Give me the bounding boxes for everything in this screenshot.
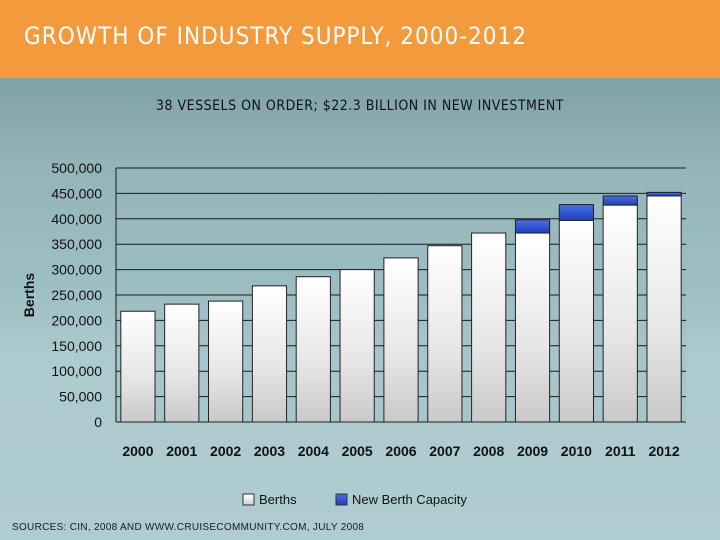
bar-berths bbox=[558, 219, 594, 423]
x-tick-label: 2002 bbox=[210, 443, 241, 459]
x-tick-label: 2005 bbox=[342, 443, 373, 459]
bar-berths bbox=[427, 245, 463, 423]
y-tick-label: 0 bbox=[94, 414, 102, 430]
bar-berths bbox=[383, 257, 419, 423]
x-tick-label: 2008 bbox=[473, 443, 504, 459]
bar-berths bbox=[164, 303, 200, 423]
bar-new-capacity bbox=[646, 191, 682, 197]
x-tick-label: 2012 bbox=[648, 443, 679, 459]
legend-label-new-capacity: New Berth Capacity bbox=[352, 492, 467, 507]
title-banner: GROWTH OF INDUSTRY SUPPLY, 2000-2012 bbox=[0, 0, 720, 78]
x-tick-label: 2009 bbox=[517, 443, 548, 459]
bar-berths bbox=[646, 195, 682, 423]
bar-berths bbox=[208, 300, 244, 423]
bar-berths bbox=[120, 310, 156, 423]
bar-berths bbox=[471, 232, 507, 423]
x-tick-label: 2007 bbox=[429, 443, 460, 459]
y-tick-label: 250,000 bbox=[51, 287, 102, 303]
bar-new-capacity bbox=[558, 204, 594, 221]
bar-berths bbox=[295, 276, 331, 423]
y-tick-label: 50,000 bbox=[59, 389, 102, 405]
x-tick-label: 2011 bbox=[605, 443, 636, 459]
bar-berths bbox=[339, 269, 375, 423]
y-tick-label: 500,000 bbox=[51, 160, 102, 176]
y-tick-label: 450,000 bbox=[51, 185, 102, 201]
x-tick-label: 2001 bbox=[166, 443, 197, 459]
source-note: SOURCES: CIN, 2008 AND WWW.CRUISECOMMUNI… bbox=[12, 522, 365, 533]
chart-subtitle: 38 VESSELS ON ORDER; $22.3 BILLION IN NE… bbox=[156, 98, 564, 114]
legend-swatch-new-capacity bbox=[335, 493, 348, 506]
y-tick-label: 400,000 bbox=[51, 211, 102, 227]
bar-new-capacity bbox=[602, 195, 638, 206]
y-tick-label: 150,000 bbox=[51, 338, 102, 354]
y-tick-label: 300,000 bbox=[51, 262, 102, 278]
bar-berths bbox=[514, 232, 551, 423]
y-axis-label: Berths bbox=[21, 273, 37, 318]
y-tick-label: 100,000 bbox=[51, 363, 102, 379]
y-tick-label: 350,000 bbox=[51, 236, 102, 252]
slide-title: GROWTH OF INDUSTRY SUPPLY, 2000-2012 bbox=[24, 22, 527, 50]
x-tick-label: 2006 bbox=[385, 443, 416, 459]
bar-new-capacity bbox=[514, 219, 551, 234]
x-tick-label: 2010 bbox=[561, 443, 592, 459]
legend-label-berths: Berths bbox=[259, 492, 297, 507]
legend-swatch-berths bbox=[242, 493, 255, 506]
y-tick-label: 200,000 bbox=[51, 312, 102, 328]
bar-berths bbox=[602, 204, 638, 423]
x-tick-label: 2000 bbox=[122, 443, 153, 459]
x-tick-label: 2003 bbox=[254, 443, 285, 459]
bar-berths bbox=[251, 285, 288, 423]
x-tick-label: 2004 bbox=[298, 443, 329, 459]
